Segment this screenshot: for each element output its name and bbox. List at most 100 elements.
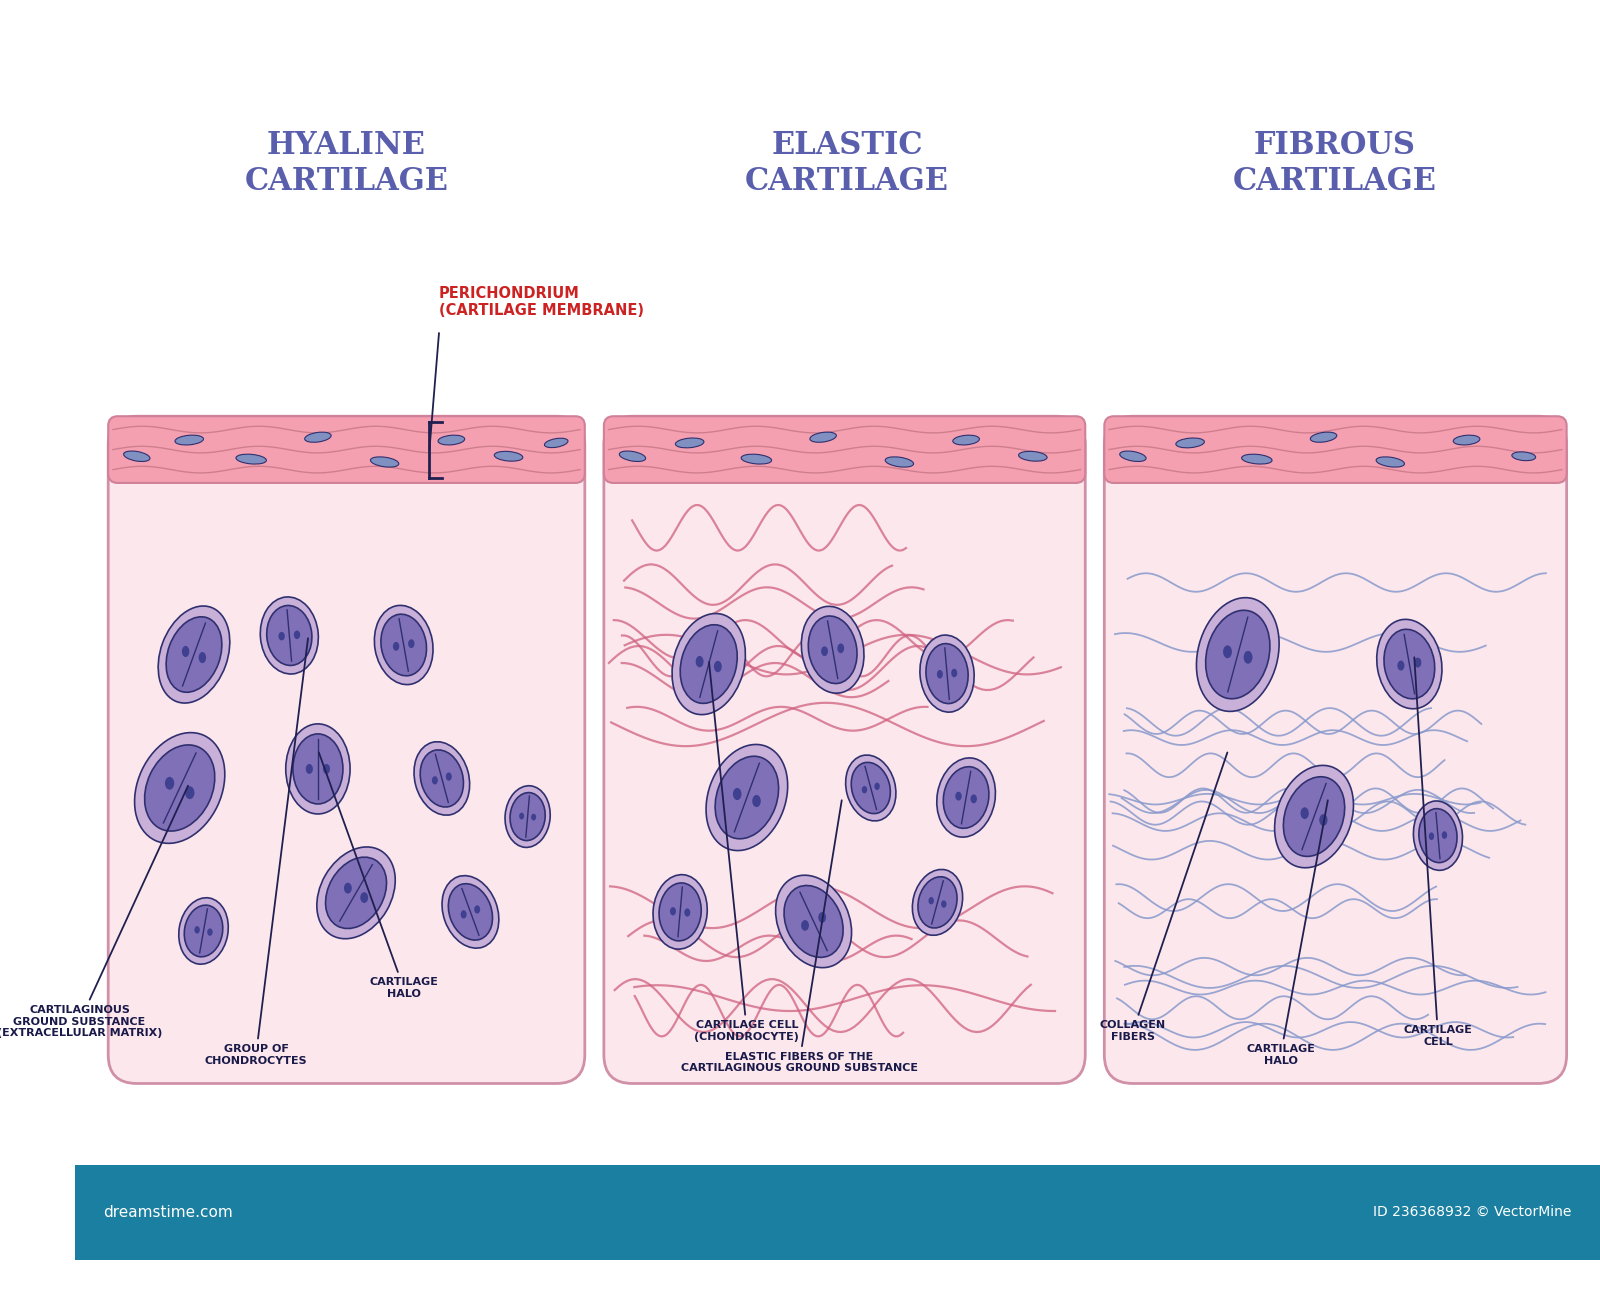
Ellipse shape <box>938 670 942 679</box>
Text: ELASTIC
CARTILAGE: ELASTIC CARTILAGE <box>746 130 949 197</box>
Ellipse shape <box>186 787 195 799</box>
Ellipse shape <box>414 742 470 815</box>
FancyBboxPatch shape <box>603 417 1085 482</box>
Ellipse shape <box>955 792 962 801</box>
Ellipse shape <box>1243 651 1253 664</box>
Text: CARTILAGINOUS
GROUND SUBSTANCE
(EXTRACELLULAR MATRIX): CARTILAGINOUS GROUND SUBSTANCE (EXTRACEL… <box>0 786 189 1038</box>
Ellipse shape <box>304 432 331 442</box>
Ellipse shape <box>944 766 989 828</box>
Ellipse shape <box>802 606 864 693</box>
Ellipse shape <box>675 439 704 448</box>
Ellipse shape <box>278 632 285 640</box>
Ellipse shape <box>494 451 523 461</box>
Text: FIBROUS
CARTILAGE: FIBROUS CARTILAGE <box>1234 130 1437 197</box>
Ellipse shape <box>851 762 890 814</box>
Ellipse shape <box>912 869 963 935</box>
Ellipse shape <box>874 783 880 789</box>
Ellipse shape <box>442 876 499 948</box>
Ellipse shape <box>672 614 746 715</box>
Ellipse shape <box>461 911 467 918</box>
Ellipse shape <box>941 900 947 908</box>
Ellipse shape <box>741 454 771 464</box>
Ellipse shape <box>619 451 646 462</box>
Ellipse shape <box>510 792 546 841</box>
Ellipse shape <box>421 749 464 808</box>
Ellipse shape <box>1453 435 1480 445</box>
Ellipse shape <box>810 432 837 442</box>
Text: ID 236368932 © VectorMine: ID 236368932 © VectorMine <box>1373 1205 1571 1219</box>
Text: PERICHONDRIUM
(CARTILAGE MEMBRANE): PERICHONDRIUM (CARTILAGE MEMBRANE) <box>438 285 643 319</box>
Ellipse shape <box>182 646 189 657</box>
Ellipse shape <box>174 435 203 445</box>
Ellipse shape <box>936 759 995 837</box>
Text: GROUP OF
CHONDROCYTES: GROUP OF CHONDROCYTES <box>205 639 309 1066</box>
Ellipse shape <box>306 764 314 774</box>
Ellipse shape <box>1206 610 1270 699</box>
Ellipse shape <box>325 857 387 929</box>
Ellipse shape <box>438 435 464 445</box>
Ellipse shape <box>1414 658 1421 668</box>
Ellipse shape <box>323 764 330 774</box>
Ellipse shape <box>670 907 675 916</box>
FancyBboxPatch shape <box>75 1165 1600 1260</box>
Ellipse shape <box>123 451 150 462</box>
Text: CARTILAGE
HALO: CARTILAGE HALO <box>1246 800 1328 1066</box>
Ellipse shape <box>432 777 438 784</box>
Ellipse shape <box>928 897 934 904</box>
Ellipse shape <box>685 908 690 917</box>
Text: COLLAGEN
FIBERS: COLLAGEN FIBERS <box>1099 752 1227 1042</box>
Ellipse shape <box>885 457 914 467</box>
Ellipse shape <box>317 848 395 939</box>
Text: dreamstime.com: dreamstime.com <box>104 1205 234 1219</box>
Ellipse shape <box>1376 619 1442 708</box>
Ellipse shape <box>808 617 858 684</box>
Text: ELASTIC FIBERS OF THE
CARTILAGINOUS GROUND SUBSTANCE: ELASTIC FIBERS OF THE CARTILAGINOUS GROU… <box>680 800 918 1073</box>
Ellipse shape <box>802 920 810 931</box>
Ellipse shape <box>1429 832 1434 840</box>
Ellipse shape <box>293 734 342 804</box>
Ellipse shape <box>294 631 301 639</box>
Text: CARTILAGE CELL
(CHONDROCYTE): CARTILAGE CELL (CHONDROCYTE) <box>694 662 800 1042</box>
Ellipse shape <box>474 906 480 913</box>
Ellipse shape <box>179 898 229 964</box>
Ellipse shape <box>531 814 536 820</box>
FancyBboxPatch shape <box>109 417 586 482</box>
Ellipse shape <box>926 644 968 703</box>
Ellipse shape <box>706 744 787 850</box>
Ellipse shape <box>714 660 722 672</box>
Ellipse shape <box>360 893 368 903</box>
Ellipse shape <box>144 744 214 831</box>
Ellipse shape <box>194 926 200 934</box>
Ellipse shape <box>920 635 974 712</box>
Ellipse shape <box>165 777 174 789</box>
Ellipse shape <box>1376 457 1405 467</box>
Ellipse shape <box>1197 597 1278 711</box>
Ellipse shape <box>733 788 741 800</box>
Ellipse shape <box>1120 451 1146 462</box>
Ellipse shape <box>184 906 222 957</box>
Ellipse shape <box>918 877 957 928</box>
Ellipse shape <box>1320 814 1328 826</box>
FancyBboxPatch shape <box>109 417 586 1084</box>
Text: HYALINE
CARTILAGE: HYALINE CARTILAGE <box>245 130 448 197</box>
Ellipse shape <box>696 655 704 667</box>
Ellipse shape <box>715 756 779 838</box>
Ellipse shape <box>837 644 845 653</box>
Ellipse shape <box>1301 808 1309 819</box>
Ellipse shape <box>166 617 222 693</box>
Ellipse shape <box>448 884 493 940</box>
Ellipse shape <box>544 439 568 448</box>
Ellipse shape <box>1397 660 1405 671</box>
Ellipse shape <box>208 929 213 935</box>
Ellipse shape <box>680 624 738 703</box>
Ellipse shape <box>862 786 867 793</box>
Ellipse shape <box>1019 451 1046 461</box>
Ellipse shape <box>971 795 978 804</box>
Ellipse shape <box>394 642 400 650</box>
Ellipse shape <box>784 885 843 957</box>
Ellipse shape <box>653 875 707 949</box>
Ellipse shape <box>381 614 427 676</box>
Ellipse shape <box>1242 454 1272 464</box>
Ellipse shape <box>1310 432 1336 442</box>
Ellipse shape <box>518 813 525 819</box>
